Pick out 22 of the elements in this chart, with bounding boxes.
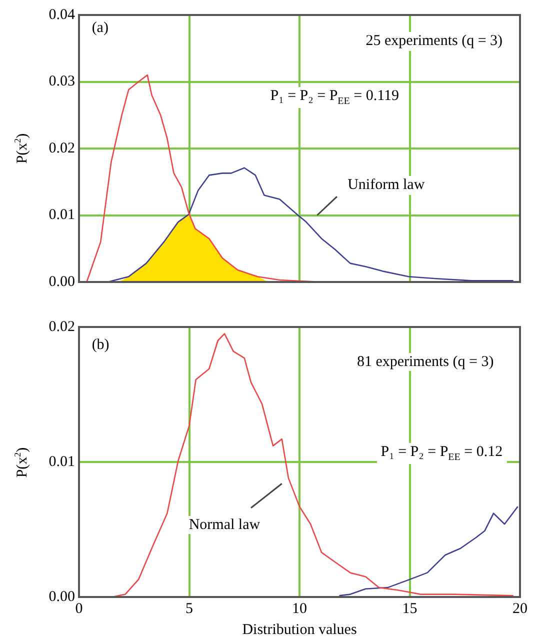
annotation: 25 experiments (q = 3) — [362, 32, 507, 51]
annotation: Uniform law — [344, 176, 429, 195]
annotation: 81 experiments (q = 3) — [352, 352, 498, 372]
y-tick-label: 0.02 — [48, 140, 75, 156]
x-tick-label: 20 — [512, 600, 528, 617]
y-tick-label: 0.01 — [48, 207, 75, 224]
x-tick-label: 15 — [402, 600, 418, 617]
y-tick-label: 0.02 — [48, 318, 75, 335]
y-tick-label: 0.00 — [48, 588, 75, 605]
x-tick-label: 0 — [75, 600, 83, 617]
y-tick-label: 0.03 — [48, 74, 75, 90]
annotation: Normal law — [184, 516, 264, 534]
y-tick-label: 0.00 — [48, 274, 75, 290]
annotation: P₁ = P₂ = P$_{EE}$ = 0.12 — [376, 443, 507, 464]
x-tick-label: 5 — [186, 600, 193, 617]
y-tick-label: 0.04 — [48, 6, 76, 23]
annotation: (b) — [88, 336, 114, 355]
x-tick-label: 10 — [292, 600, 307, 617]
x-axis-title: Distribution values — [242, 622, 357, 638]
annotation: P₁ = P₂ = P$_{EE}$ = 0.119 — [266, 87, 404, 108]
annotation: (a) — [88, 18, 112, 38]
y-tick-label: 0.01 — [48, 454, 75, 470]
